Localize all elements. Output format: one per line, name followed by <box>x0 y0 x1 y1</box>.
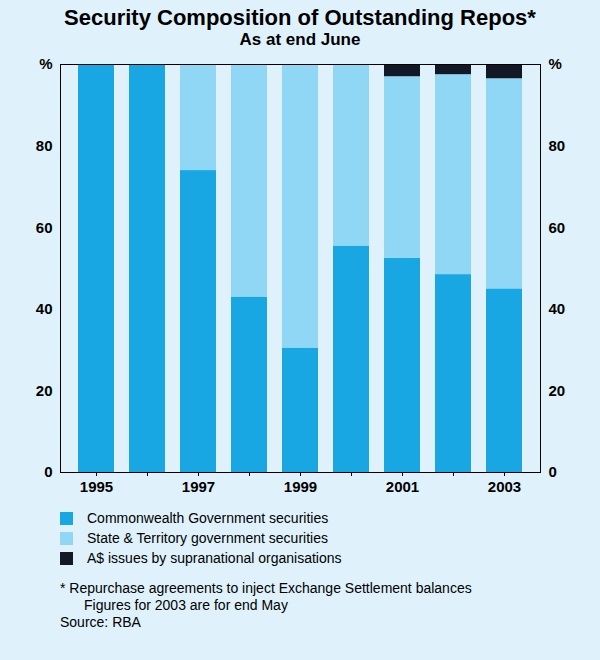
svg-text:1995: 1995 <box>80 478 113 495</box>
html-text:State & Territory government s: State & Territory government securities <box>87 530 328 546</box>
html-text:* Repurchase agreements to inj: * Repurchase agreements to inject Exchan… <box>60 580 472 596</box>
html-text:Commonwealth Government securi: Commonwealth Government securities <box>87 510 329 526</box>
svg-text:2003: 2003 <box>488 478 521 495</box>
html-text:Security Composition of Outsta: Security Composition of Outstanding Repo… <box>64 5 536 30</box>
svg-text:60: 60 <box>36 219 53 236</box>
svg-text:20: 20 <box>36 382 53 399</box>
svg-text:0: 0 <box>44 463 52 480</box>
svg-text:40: 40 <box>549 300 566 317</box>
svg-text:60: 60 <box>549 219 566 236</box>
svg-text:%: % <box>39 55 52 72</box>
svg-text:2001: 2001 <box>386 478 419 495</box>
svg-text:80: 80 <box>549 137 566 154</box>
svg-text:20: 20 <box>549 382 566 399</box>
svg-text:%: % <box>549 55 562 72</box>
html-text:A$ issues by supranational org: A$ issues by supranational organisations <box>87 550 342 566</box>
svg-text:0: 0 <box>549 463 557 480</box>
svg-text:40: 40 <box>36 300 53 317</box>
html-text:Source: RBA: Source: RBA <box>60 614 141 630</box>
html-text:Figures for 2003 are for end M: Figures for 2003 are for end May <box>84 597 288 613</box>
svg-text:1997: 1997 <box>182 478 215 495</box>
svg-text:80: 80 <box>36 137 53 154</box>
svg-text:1999: 1999 <box>284 478 317 495</box>
html-text:As at end June: As at end June <box>239 30 361 49</box>
